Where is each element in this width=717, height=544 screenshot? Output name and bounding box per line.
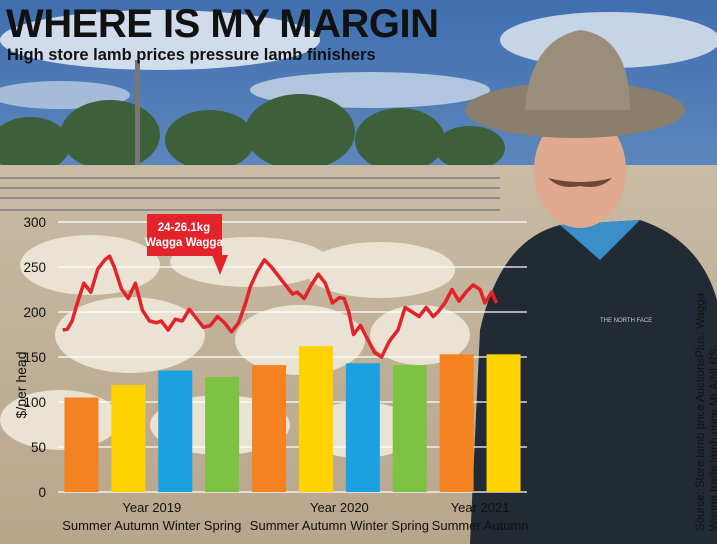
wagga-price-line [62, 254, 499, 359]
y-tick-label: 100 [23, 395, 46, 410]
y-tick-label: 250 [23, 260, 46, 275]
svg-text:THE NORTH FACE: THE NORTH FACE [600, 318, 652, 324]
bar [158, 370, 193, 492]
x-year-label: Year 2020 [310, 500, 369, 515]
y-axis: 0 50 100 150 200 250 300 [23, 215, 46, 500]
x-season-label: Summer Autumn Winter Spring [250, 518, 429, 533]
y-tick-label: 0 [38, 485, 46, 500]
bar [111, 384, 146, 492]
bar-series [64, 346, 521, 492]
x-year-label: Year 2019 [122, 500, 181, 515]
x-season-label: Summer Autumn Winter Spring [62, 518, 241, 533]
y-tick-label: 150 [23, 350, 46, 365]
source-line-2: Wagga trade lamb price MLA/NLRS [709, 348, 717, 531]
price-callout: 24-26.1kg Wagga Wagga [145, 214, 228, 275]
source-note: Source: Store lamb price AuctionsPlus; W… [694, 293, 717, 531]
y-tick-label: 300 [23, 215, 46, 230]
x-axis: Year 2019 Summer Autumn Winter Spring Year… [62, 500, 528, 533]
bar [345, 363, 380, 492]
bar [252, 365, 287, 492]
headline: WHERE IS MY MARGIN [6, 2, 439, 46]
bar [64, 397, 99, 492]
y-tick-label: 200 [23, 305, 46, 320]
x-year-label: Year 2021 [451, 500, 510, 515]
y-axis-label: $/per head [13, 352, 29, 419]
bar [486, 354, 521, 492]
callout-pointer [212, 255, 228, 275]
callout-box [147, 214, 222, 256]
x-season-label: Summer Autumn [432, 518, 529, 533]
y-tick-label: 50 [31, 440, 46, 455]
source-line-1: Source: Store lamb price AuctionsPlus; W… [695, 293, 707, 531]
bar [298, 346, 333, 492]
bar [205, 376, 240, 492]
bar [392, 365, 427, 492]
farmer-figure: THE NORTH FACE [465, 30, 717, 544]
subhead: High store lamb prices pressure lamb fin… [7, 46, 376, 64]
bar [439, 354, 474, 492]
callout-label: 24-26.1kg Wagga Wagga [145, 222, 223, 249]
